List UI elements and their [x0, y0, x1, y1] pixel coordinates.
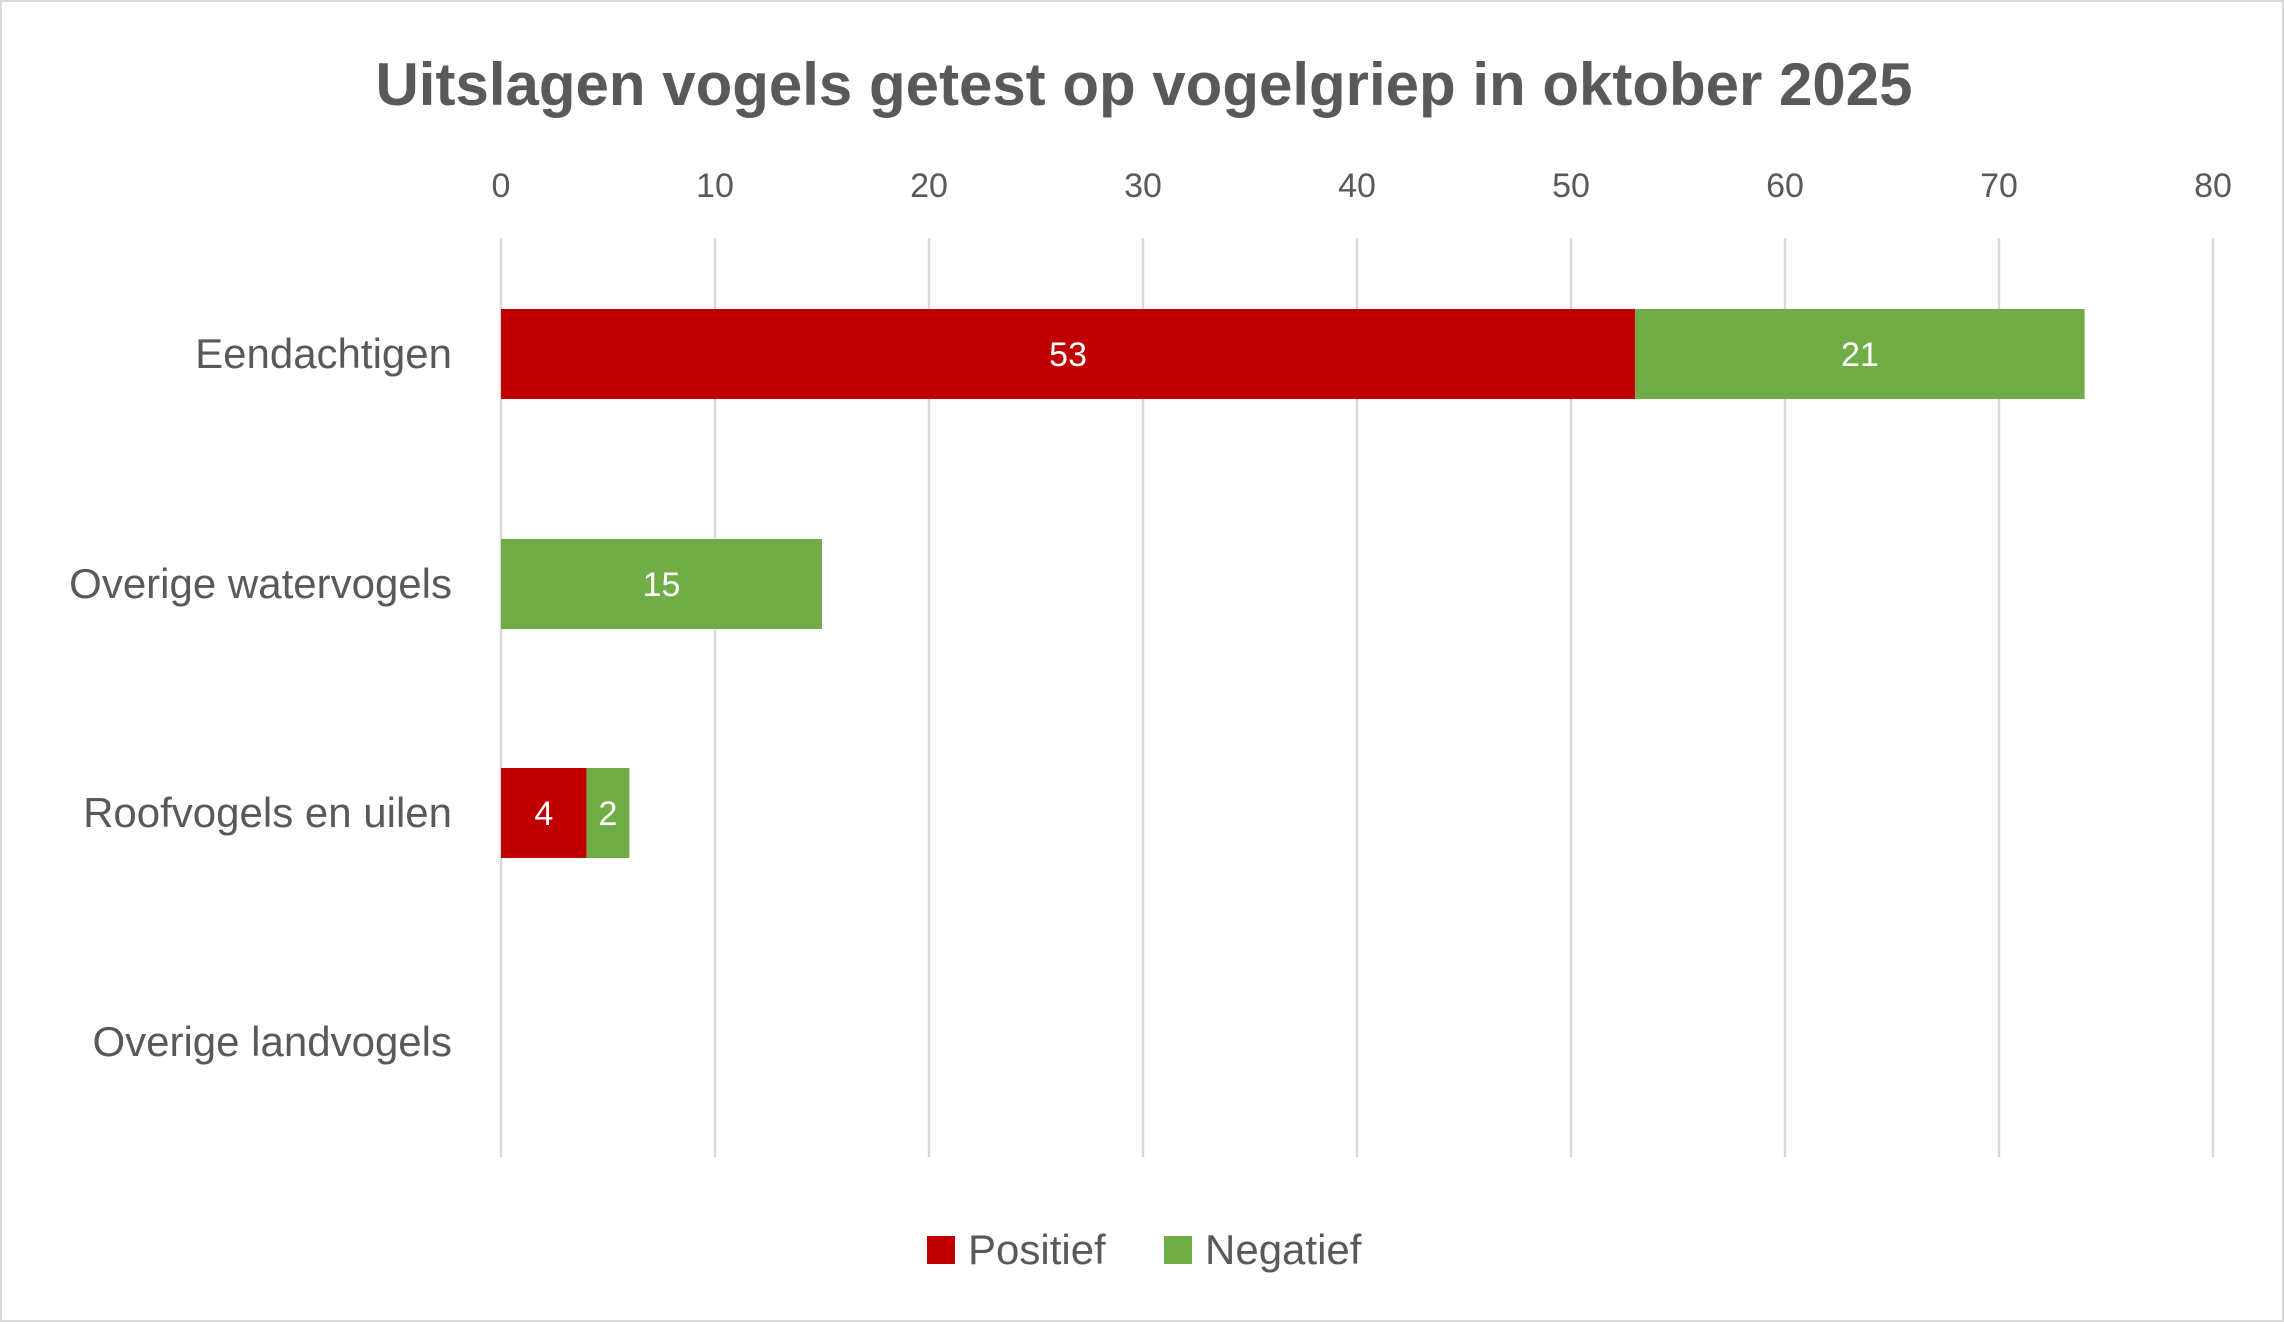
x-axis-ticks: 0 10 20 30 40 50 60 70 80 — [492, 167, 2232, 205]
legend: Positief Negatief — [927, 1226, 1362, 1273]
legend-label: Negatief — [1205, 1226, 1362, 1273]
x-tick-label: 40 — [1338, 167, 1376, 205]
legend-label: Positief — [968, 1226, 1106, 1273]
x-tick-label: 0 — [492, 167, 511, 205]
category-label: Eendachtigen — [195, 330, 452, 377]
x-tick-label: 10 — [696, 167, 734, 205]
data-label: 2 — [599, 795, 618, 833]
x-tick-label: 60 — [1766, 167, 1804, 205]
legend-swatch-negatief — [1164, 1236, 1192, 1264]
chart-title: Uitslagen vogels getest op vogelgriep in… — [375, 51, 1912, 118]
legend-swatch-positief — [927, 1236, 955, 1264]
bars — [501, 309, 2085, 858]
x-tick-label: 30 — [1124, 167, 1162, 205]
category-label: Overige watervogels — [69, 560, 452, 607]
x-tick-label: 20 — [910, 167, 948, 205]
data-labels: 53 21 15 4 2 — [534, 336, 1878, 833]
category-labels: Eendachtigen Overige watervogels Roofvogel… — [69, 330, 452, 1065]
x-tick-label: 80 — [2194, 167, 2232, 205]
x-tick-label: 70 — [1980, 167, 2018, 205]
category-label: Roofvogels en uilen — [83, 789, 452, 836]
bar-positief — [501, 309, 1636, 399]
data-label: 53 — [1049, 336, 1087, 374]
x-tick-label: 50 — [1552, 167, 1590, 205]
bar-negatief — [1635, 309, 2085, 399]
data-label: 4 — [534, 795, 553, 833]
data-label: 21 — [1841, 336, 1879, 374]
data-label: 15 — [643, 566, 681, 604]
category-label: Overige landvogels — [92, 1018, 452, 1065]
bar-negatief — [501, 539, 822, 629]
bar-positief — [501, 768, 587, 858]
bar-negatief — [586, 768, 630, 858]
